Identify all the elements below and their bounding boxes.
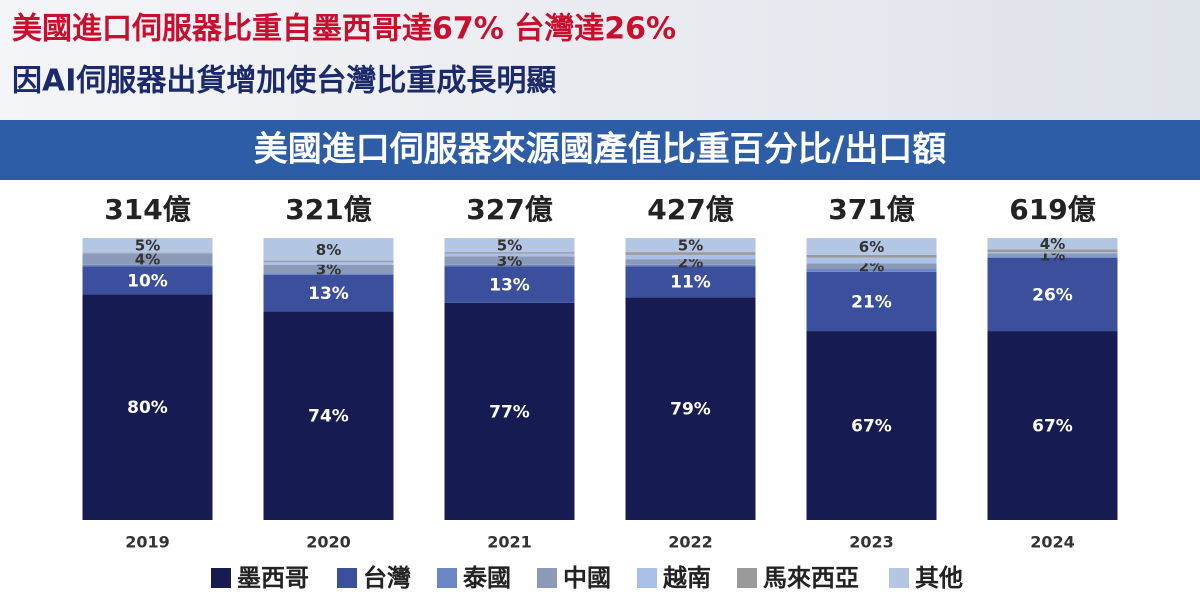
x-tick-label: 2020: [306, 533, 351, 552]
x-tick-label: 2024: [1030, 533, 1075, 552]
bar-segment: [806, 254, 937, 258]
data-label: 4%: [135, 251, 160, 269]
data-label: 5%: [497, 237, 522, 255]
data-label: 10%: [127, 271, 168, 291]
bar-segment: [82, 252, 213, 254]
bar-segment: [987, 257, 1118, 332]
header-bg: [0, 0, 1200, 120]
bar-segment: [987, 252, 1118, 254]
bar-segment: [987, 256, 1118, 258]
bar-segment: [625, 266, 756, 298]
chart-title: 美國進口伺服器來源國產值比重百分比/出口額: [254, 130, 946, 170]
bar-segment: [625, 297, 756, 520]
legend-label: 其他: [915, 564, 963, 592]
bar-segment: [625, 264, 756, 267]
total-label: 321億: [285, 193, 371, 226]
bar-segment: [444, 253, 575, 257]
bar-segment: [987, 249, 1118, 253]
x-tick-label: 2022: [668, 533, 713, 552]
data-label: 4%: [1040, 235, 1065, 253]
legend-swatch: [437, 568, 457, 588]
bar-segment: [444, 266, 575, 303]
bar-segment: [444, 302, 575, 520]
banner: [0, 120, 1200, 180]
legend-swatch: [211, 568, 231, 588]
bar-segment: [987, 331, 1118, 520]
data-label: 21%: [851, 292, 892, 312]
bar-segment: [444, 252, 575, 254]
bar-segment: [625, 238, 756, 253]
bar-segment: [263, 264, 394, 274]
bar-segment: [82, 294, 213, 520]
bar-segment: [806, 263, 937, 270]
total-label: 427億: [647, 193, 733, 226]
bar-segment: [806, 257, 937, 264]
legend-swatch: [337, 568, 357, 588]
bar-segment: [625, 252, 756, 255]
bar-segment: [263, 311, 394, 520]
total-label: 327億: [466, 193, 552, 226]
data-label: 8%: [316, 241, 341, 259]
bar-segment: [625, 254, 756, 260]
x-tick-label: 2019: [125, 533, 170, 552]
legend-label: 台灣: [363, 564, 411, 592]
data-label: 3%: [497, 252, 522, 270]
legend-swatch: [889, 568, 909, 588]
bar-segment: [444, 264, 575, 267]
data-label: 67%: [1032, 417, 1073, 437]
page-subtitle: 因AI伺服器出貨增加使台灣比重成長明顯: [12, 64, 556, 99]
total-label: 314億: [104, 193, 190, 226]
data-label: 74%: [308, 407, 349, 427]
bar-segment: [806, 331, 937, 520]
bar-segment: [82, 266, 213, 295]
bar-segment: [82, 252, 213, 253]
legend-label: 中國: [563, 564, 611, 592]
data-label: 5%: [678, 237, 703, 255]
data-label: 77%: [489, 402, 530, 422]
legend-swatch: [737, 568, 757, 588]
bar-segment: [987, 238, 1118, 250]
data-label: 5%: [135, 237, 160, 255]
x-tick-label: 2021: [487, 533, 532, 552]
data-label: 79%: [670, 400, 711, 420]
bar-segment: [263, 274, 394, 312]
data-label: 11%: [670, 273, 711, 293]
bar-segment: [263, 238, 394, 261]
bar-segment: [263, 273, 394, 275]
total-label: 619億: [1009, 193, 1095, 226]
data-label: 80%: [127, 398, 168, 418]
bar-segment: [625, 259, 756, 265]
bar-segment: [806, 271, 937, 332]
total-label: 371億: [828, 193, 914, 226]
legend-label: 越南: [663, 564, 711, 592]
bar-segment: [806, 269, 937, 272]
data-label: 26%: [1032, 285, 1073, 305]
data-label: 13%: [489, 276, 530, 296]
bar-segment: [82, 264, 213, 267]
bar-segment: [263, 260, 394, 262]
legend-label: 馬來西亞: [763, 564, 859, 592]
bar-segment: [444, 238, 575, 253]
data-label: 13%: [308, 284, 349, 304]
bar-segment: [987, 253, 1118, 257]
legend-label: 泰國: [463, 564, 511, 592]
bar-segment: [82, 238, 213, 253]
bar-segment: [444, 256, 575, 265]
data-label: 6%: [859, 238, 884, 256]
bar-segment: [263, 261, 394, 265]
data-label: 3%: [316, 261, 341, 279]
bar-segment: [806, 238, 937, 255]
page-title: 美國進口伺服器比重自墨西哥達67% 台灣達26%: [12, 12, 676, 47]
legend-swatch: [537, 568, 557, 588]
bar-segment: [82, 253, 213, 265]
data-label: 67%: [851, 417, 892, 437]
legend-label: 墨西哥: [237, 564, 309, 592]
x-tick-label: 2023: [849, 533, 894, 552]
legend-swatch: [637, 568, 657, 588]
